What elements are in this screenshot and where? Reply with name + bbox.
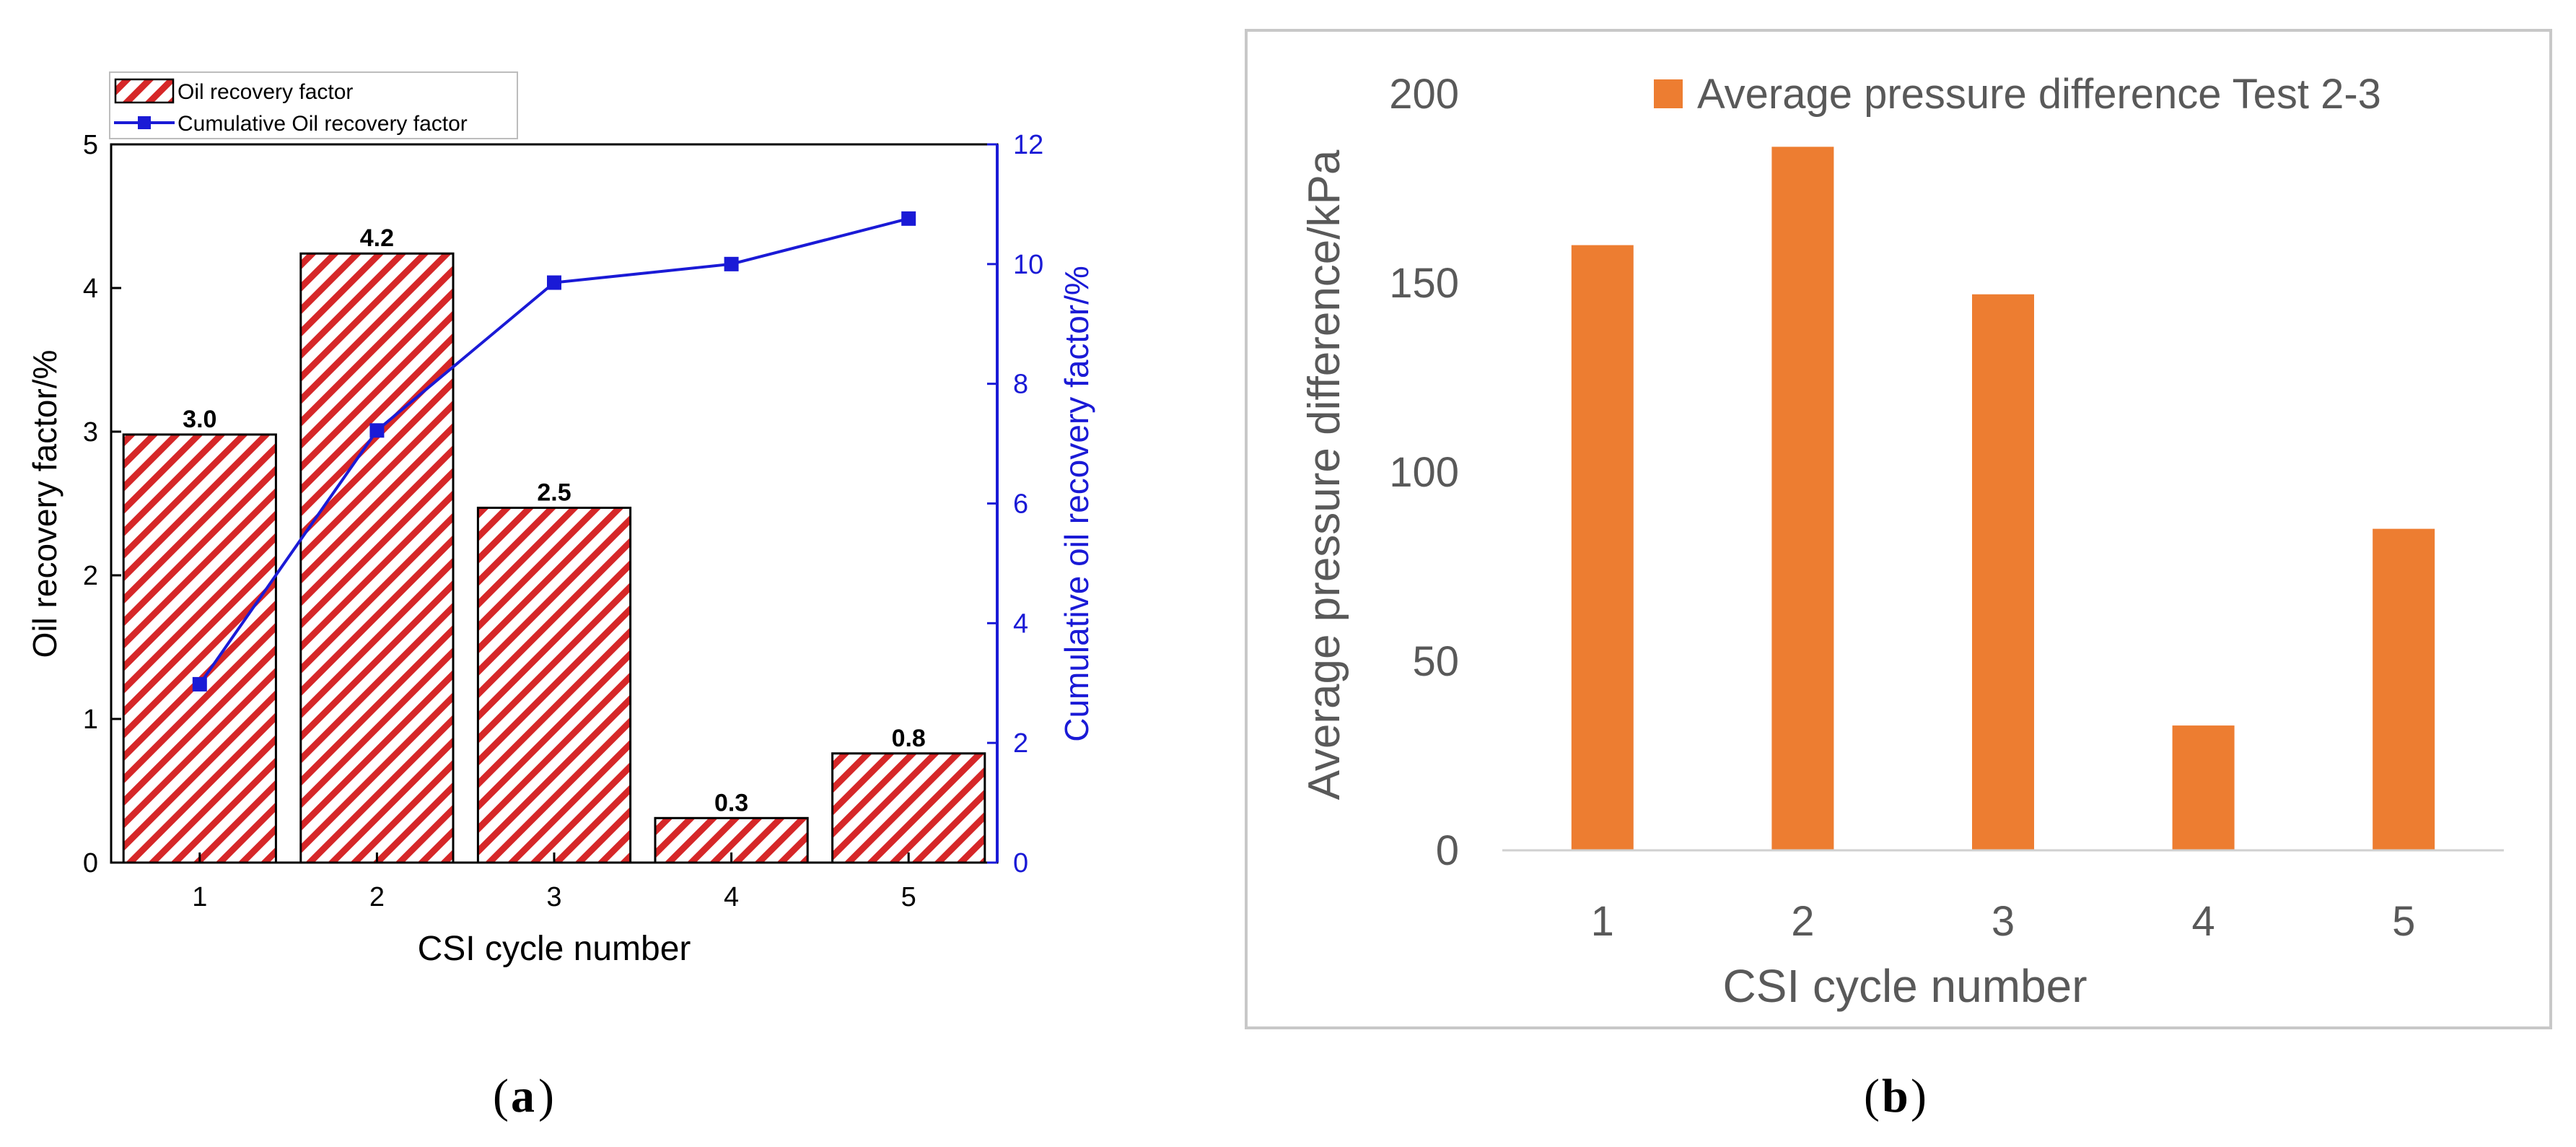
panel-a-x-tick-label: 2 <box>369 882 385 912</box>
panel-a-legend-line-label: Cumulative Oil recovery factor <box>178 112 468 136</box>
panel-a-right-tick-label: 10 <box>1013 250 1043 280</box>
panel-a-cumulative-line-marker <box>369 423 385 438</box>
panel-a-right-tick-label: 12 <box>1013 130 1043 160</box>
panel-b-legend-swatch <box>1654 79 1683 108</box>
panel-a-legend-line-marker <box>138 116 151 129</box>
panel-a-x-axis-title: CSI cycle number <box>418 930 691 968</box>
panel-a-right-tick-label: 2 <box>1013 728 1028 759</box>
panel-b-y-tick-label: 50 <box>1412 638 1459 685</box>
panel-b-bar <box>2373 528 2435 850</box>
caption-b-open-paren: ( <box>1864 1070 1880 1122</box>
panel-b-x-tick-label: 1 <box>1591 898 1614 945</box>
panel-a-bar-value-label: 3.0 <box>183 406 216 433</box>
panel-a-legend-bar-swatch <box>114 78 175 104</box>
panel-b-bar <box>1571 245 1634 851</box>
caption-a: ( a ) <box>493 1070 554 1122</box>
panel-a-left-tick-label: 1 <box>83 705 98 735</box>
panel-b-y-tick-label: 100 <box>1389 449 1459 496</box>
panel-a-bar-value-label: 0.3 <box>714 789 748 816</box>
caption-a-open-paren: ( <box>493 1070 509 1122</box>
panel-a-cumulative-line <box>192 211 916 692</box>
panel-a-cumulative-line-marker <box>724 256 739 271</box>
panel-a-x-tick-label: 1 <box>192 882 207 912</box>
panel-b-x-tick-label: 2 <box>1791 898 1814 945</box>
panel-a-cumulative-line-marker <box>192 676 207 692</box>
panel-a-bar-value-label: 4.2 <box>360 224 394 252</box>
panel-a-bars <box>122 252 986 864</box>
panel-a-cumulative-line-marker <box>547 275 561 290</box>
panel-a-left-tick-label: 0 <box>83 848 98 878</box>
panel-a-bar-labels: 3.0 4.2 2.5 0.3 0.8 <box>183 224 926 816</box>
panel-b-outer-frame <box>1245 29 2552 1029</box>
panel-b-legend-label: Average pressure difference Test 2-3 <box>1697 71 2381 118</box>
caption-b: ( b ) <box>1864 1070 1927 1122</box>
panel-a-legend: Oil recovery factor Cumulative Oil recov… <box>109 71 518 139</box>
panel-a-legend-box <box>109 71 518 139</box>
panel-b-y-axis-ticks: 0 50 100 150 200 <box>1389 71 1459 874</box>
panel-a-bar <box>299 252 455 864</box>
panel-a-x-tick-label: 3 <box>546 882 561 912</box>
panel-b-x-axis-ticks: 1 2 3 4 5 <box>1591 898 2416 945</box>
panel-a-left-tick-label: 5 <box>83 130 98 160</box>
panel-a-left-tick-label: 4 <box>83 274 98 304</box>
panel-b-x-tick-label: 3 <box>1992 898 2015 945</box>
panel-b-x-axis-title: CSI cycle number <box>1722 960 2087 1012</box>
panel-a-right-tick-label: 0 <box>1013 848 1028 878</box>
panel-a-y2-axis-title: Cumulative oil recovery factor/% <box>1058 266 1095 742</box>
panel-a-x-tick-label: 4 <box>724 882 739 912</box>
panel-b-y-tick-label: 0 <box>1436 827 1459 874</box>
panel-b-x-tick-label: 5 <box>2392 898 2415 945</box>
panel-b-bar <box>2172 725 2235 850</box>
caption-a-close-paren: ) <box>538 1070 554 1122</box>
panel-a-y-axis-title: Oil recovery factor/% <box>26 350 63 658</box>
panel-a-bar <box>476 506 632 864</box>
panel-a-right-tick-label: 8 <box>1013 370 1028 400</box>
panel-b-bars <box>1571 147 2435 851</box>
panel-a-x-tick-label: 5 <box>901 882 916 912</box>
panel-b-y-tick-label: 150 <box>1389 260 1459 307</box>
panel-b-bar <box>1972 294 2034 851</box>
panel-a-bar <box>122 433 277 864</box>
caption-b-letter: b <box>1882 1070 1909 1122</box>
panel-b-y-tick-label: 200 <box>1389 71 1459 118</box>
panel-b-bar <box>1771 147 1834 851</box>
panel-a-right-tick-label: 4 <box>1013 609 1028 639</box>
panel-a-cumulative-line-marker <box>901 211 916 226</box>
panel-a-legend-bar-label: Oil recovery factor <box>178 80 353 104</box>
panel-a-bar-value-label: 2.5 <box>537 479 571 506</box>
panel-a-bar-value-label: 0.8 <box>892 725 926 752</box>
caption-a-letter: a <box>511 1070 535 1122</box>
caption-b-close-paren: ) <box>1911 1070 1927 1122</box>
panel-a-x-axis-ticks: 1 2 3 4 5 <box>192 852 916 912</box>
panel-a-bar <box>831 752 986 864</box>
panel-a-left-axis-ticks: 0 1 2 3 4 5 <box>83 130 121 878</box>
panel-b-y-axis-title: Average pressure difference/kPa <box>1300 149 1349 800</box>
panel-b-legend: Average pressure difference Test 2-3 <box>1654 71 2381 118</box>
panel-b-chart: 0 50 100 150 200 1 2 3 4 5 CSI cycle number Aver… <box>1245 29 2552 1029</box>
panel-a-right-axis-ticks: 0 2 4 6 8 10 12 <box>987 130 1043 878</box>
panel-a-left-tick-label: 2 <box>83 561 98 591</box>
panel-b-x-tick-label: 4 <box>2191 898 2214 945</box>
panel-a-right-tick-label: 6 <box>1013 489 1028 520</box>
panel-a-left-tick-label: 3 <box>83 417 98 448</box>
